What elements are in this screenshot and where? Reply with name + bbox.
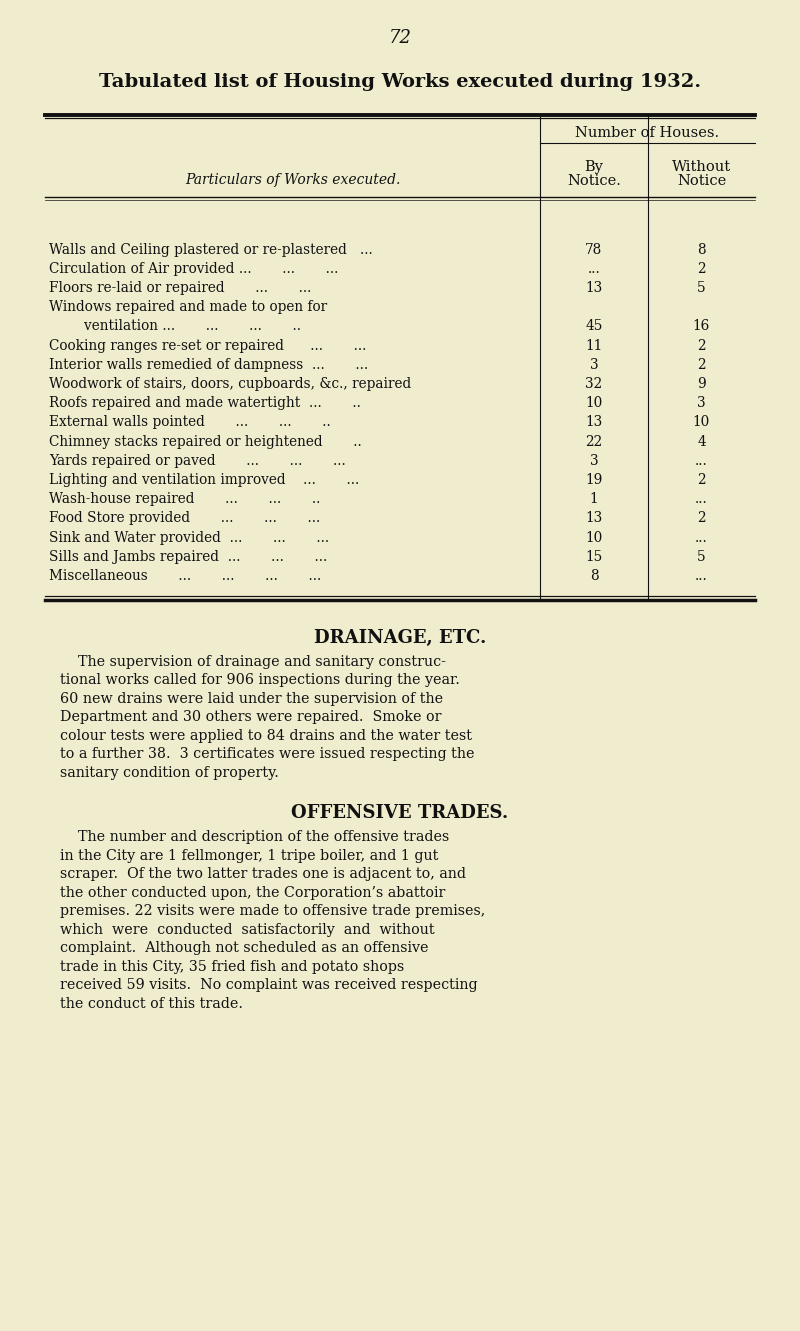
Text: DRAINAGE, ETC.: DRAINAGE, ETC.: [314, 628, 486, 647]
Text: Interior walls remedied of dampness  ...       ...: Interior walls remedied of dampness ... …: [49, 358, 368, 371]
Text: 78: 78: [586, 242, 602, 257]
Text: 3: 3: [590, 358, 598, 371]
Text: tional works called for 906 inspections during the year.: tional works called for 906 inspections …: [60, 673, 460, 687]
Text: premises. 22 visits were made to offensive trade premises,: premises. 22 visits were made to offensi…: [60, 904, 486, 918]
Text: 2: 2: [697, 262, 706, 276]
Text: complaint.  Although not scheduled as an offensive: complaint. Although not scheduled as an …: [60, 941, 429, 956]
Text: Cooking ranges re-set or repaired      ...       ...: Cooking ranges re-set or repaired ... ..…: [49, 338, 366, 353]
Text: 16: 16: [693, 319, 710, 333]
Text: Woodwork of stairs, doors, cupboards, &c., repaired: Woodwork of stairs, doors, cupboards, &c…: [49, 377, 411, 391]
Text: The number and description of the offensive trades: The number and description of the offens…: [60, 831, 450, 844]
Text: ...: ...: [695, 492, 708, 506]
Text: Department and 30 others were repaired.  Smoke or: Department and 30 others were repaired. …: [60, 711, 442, 724]
Text: 9: 9: [697, 377, 706, 391]
Text: received 59 visits.  No complaint was received respecting: received 59 visits. No complaint was rec…: [60, 978, 478, 992]
Text: 3: 3: [590, 454, 598, 467]
Text: 2: 2: [697, 511, 706, 526]
Text: 2: 2: [697, 338, 706, 353]
Text: Miscellaneous       ...       ...       ...       ...: Miscellaneous ... ... ... ...: [49, 568, 322, 583]
Text: which  were  conducted  satisfactorily  and  without: which were conducted satisfactorily and …: [60, 922, 434, 937]
Text: The supervision of drainage and sanitary construc-: The supervision of drainage and sanitary…: [60, 655, 446, 668]
Text: trade in this City, 35 fried fish and potato shops: trade in this City, 35 fried fish and po…: [60, 960, 404, 973]
Text: the other conducted upon, the Corporation’s abattoir: the other conducted upon, the Corporatio…: [60, 885, 446, 900]
Text: 32: 32: [586, 377, 602, 391]
Text: to a further 38.  3 certificates were issued respecting the: to a further 38. 3 certificates were iss…: [60, 747, 474, 761]
Text: 10: 10: [586, 531, 602, 544]
Text: 13: 13: [586, 511, 602, 526]
Text: 11: 11: [586, 338, 602, 353]
Text: ...: ...: [695, 531, 708, 544]
Text: sanitary condition of property.: sanitary condition of property.: [60, 765, 279, 780]
Text: Yards repaired or paved       ...       ...       ...: Yards repaired or paved ... ... ...: [49, 454, 346, 467]
Text: 3: 3: [697, 397, 706, 410]
Text: Wash-house repaired       ...       ...       ..: Wash-house repaired ... ... ..: [49, 492, 320, 506]
Text: Notice: Notice: [677, 174, 726, 188]
Text: Particulars of Works executed.: Particulars of Works executed.: [185, 173, 400, 186]
Text: Tabulated list of Housing Works executed during 1932.: Tabulated list of Housing Works executed…: [99, 73, 701, 91]
Text: 1: 1: [590, 492, 598, 506]
Text: scraper.  Of the two latter trades one is adjacent to, and: scraper. Of the two latter trades one is…: [60, 866, 466, 881]
Text: ...: ...: [695, 454, 708, 467]
Text: ...: ...: [695, 568, 708, 583]
Text: 10: 10: [586, 397, 602, 410]
Text: 5: 5: [697, 550, 706, 564]
Text: 13: 13: [586, 281, 602, 295]
Text: 5: 5: [697, 281, 706, 295]
Text: the conduct of this trade.: the conduct of this trade.: [60, 997, 243, 1010]
Text: Without: Without: [672, 160, 731, 174]
Text: in the City are 1 fellmonger, 1 tripe boiler, and 1 gut: in the City are 1 fellmonger, 1 tripe bo…: [60, 849, 438, 862]
Text: 19: 19: [586, 473, 602, 487]
Text: Walls and Ceiling plastered or re-plastered   ...: Walls and Ceiling plastered or re-plaste…: [49, 242, 373, 257]
Text: Sills and Jambs repaired  ...       ...       ...: Sills and Jambs repaired ... ... ...: [49, 550, 327, 564]
Text: Roofs repaired and made watertight  ...       ..: Roofs repaired and made watertight ... .…: [49, 397, 361, 410]
Text: 22: 22: [586, 435, 602, 449]
Text: Notice.: Notice.: [567, 174, 621, 188]
Text: 2: 2: [697, 358, 706, 371]
Text: 4: 4: [697, 435, 706, 449]
Text: Sink and Water provided  ...       ...       ...: Sink and Water provided ... ... ...: [49, 531, 329, 544]
Text: 8: 8: [590, 568, 598, 583]
Text: Floors re-laid or repaired       ...       ...: Floors re-laid or repaired ... ...: [49, 281, 311, 295]
Text: OFFENSIVE TRADES.: OFFENSIVE TRADES.: [291, 804, 509, 823]
Text: External walls pointed       ...       ...       ..: External walls pointed ... ... ..: [49, 415, 330, 430]
Text: 13: 13: [586, 415, 602, 430]
Text: 45: 45: [586, 319, 602, 333]
Text: Number of Houses.: Number of Houses.: [575, 126, 719, 140]
Text: Windows repaired and made to open for: Windows repaired and made to open for: [49, 301, 327, 314]
Text: ventilation ...       ...       ...       ..: ventilation ... ... ... ..: [49, 319, 301, 333]
Text: 72: 72: [389, 29, 411, 47]
Text: 2: 2: [697, 473, 706, 487]
Text: colour tests were applied to 84 drains and the water test: colour tests were applied to 84 drains a…: [60, 728, 472, 743]
Text: Food Store provided       ...       ...       ...: Food Store provided ... ... ...: [49, 511, 320, 526]
Text: 10: 10: [693, 415, 710, 430]
Text: 60 new drains were laid under the supervision of the: 60 new drains were laid under the superv…: [60, 692, 443, 705]
Text: 15: 15: [586, 550, 602, 564]
Text: Chimney stacks repaired or heightened       ..: Chimney stacks repaired or heightened ..: [49, 435, 362, 449]
Text: 8: 8: [697, 242, 706, 257]
Text: Lighting and ventilation improved    ...       ...: Lighting and ventilation improved ... ..…: [49, 473, 359, 487]
Text: ...: ...: [588, 262, 600, 276]
Text: Circulation of Air provided ...       ...       ...: Circulation of Air provided ... ... ...: [49, 262, 338, 276]
Text: By: By: [585, 160, 603, 174]
